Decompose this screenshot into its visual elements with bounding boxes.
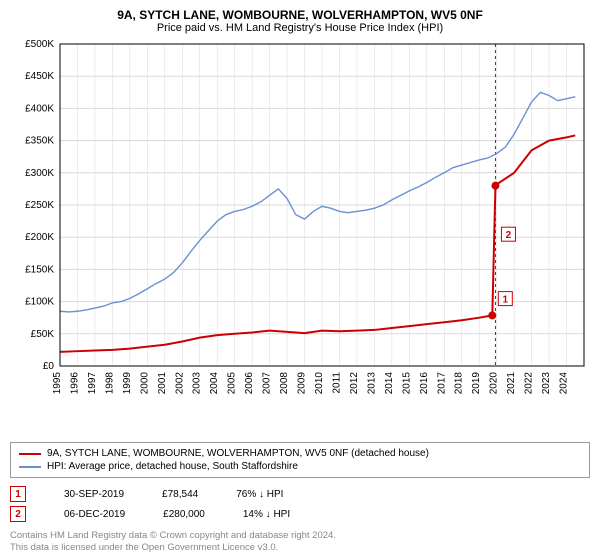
svg-text:2001: 2001 — [157, 372, 168, 395]
arrow-down-icon: ↓ — [266, 509, 271, 520]
legend: 9A, SYTCH LANE, WOMBOURNE, WOLVERHAMPTON… — [10, 442, 590, 478]
svg-text:£100K: £100K — [25, 297, 54, 308]
svg-text:2: 2 — [506, 230, 512, 241]
svg-text:1997: 1997 — [87, 372, 98, 395]
marker-price: £280,000 — [163, 509, 205, 520]
svg-text:2022: 2022 — [524, 372, 535, 395]
marker-pct: 76% ↓ HPI — [236, 489, 283, 500]
svg-text:2003: 2003 — [192, 372, 203, 395]
marker-pct: 14% ↓ HPI — [243, 509, 290, 520]
svg-text:2009: 2009 — [297, 372, 308, 395]
marker-date: 06-DEC-2019 — [64, 509, 125, 520]
svg-text:2010: 2010 — [314, 372, 325, 395]
svg-text:2019: 2019 — [471, 372, 482, 395]
legend-label: HPI: Average price, detached house, Sout… — [47, 461, 298, 472]
svg-text:2023: 2023 — [541, 372, 552, 395]
svg-text:£500K: £500K — [25, 40, 54, 50]
marker-price: £78,544 — [162, 489, 198, 500]
svg-text:2008: 2008 — [279, 372, 290, 395]
svg-text:2005: 2005 — [227, 372, 238, 395]
svg-text:1996: 1996 — [69, 372, 80, 395]
footer-attribution: Contains HM Land Registry data © Crown c… — [10, 530, 590, 554]
svg-text:2015: 2015 — [401, 372, 412, 395]
marker-row: 2 06-DEC-2019 £280,000 14% ↓ HPI — [10, 504, 590, 524]
svg-text:2014: 2014 — [384, 372, 395, 395]
svg-text:2002: 2002 — [174, 372, 185, 395]
svg-text:2020: 2020 — [489, 372, 500, 395]
marker-dot-1 — [488, 311, 496, 319]
line-chart: £0 £50K £100K £150K £200K £250K £300K £350K £400… — [8, 40, 592, 410]
svg-text:£450K: £450K — [25, 71, 54, 82]
legend-swatch — [19, 453, 41, 455]
svg-text:£400K: £400K — [25, 103, 54, 114]
marker-badge: 2 — [10, 506, 26, 522]
svg-text:£50K: £50K — [31, 329, 55, 340]
legend-swatch — [19, 466, 41, 468]
svg-text:1999: 1999 — [122, 372, 133, 395]
svg-text:2011: 2011 — [331, 372, 342, 394]
legend-label: 9A, SYTCH LANE, WOMBOURNE, WOLVERHAMPTON… — [47, 448, 429, 459]
footer-line-1: Contains HM Land Registry data © Crown c… — [10, 530, 590, 542]
svg-text:2024: 2024 — [559, 372, 570, 395]
marker-row: 1 30-SEP-2019 £78,544 76% ↓ HPI — [10, 484, 590, 504]
marker-table: 1 30-SEP-2019 £78,544 76% ↓ HPI 2 06-DEC-2019… — [10, 484, 590, 524]
svg-text:2017: 2017 — [436, 372, 447, 395]
svg-text:2000: 2000 — [139, 372, 150, 395]
svg-text:£300K: £300K — [25, 168, 54, 179]
marker-badge: 1 — [10, 486, 26, 502]
svg-text:£200K: £200K — [25, 232, 54, 243]
svg-text:2012: 2012 — [349, 372, 360, 395]
svg-text:£150K: £150K — [25, 264, 54, 275]
arrow-down-icon: ↓ — [259, 489, 264, 500]
svg-text:2007: 2007 — [262, 372, 273, 395]
chart-title: 9A, SYTCH LANE, WOMBOURNE, WOLVERHAMPTON… — [8, 8, 592, 22]
svg-text:2016: 2016 — [419, 372, 430, 395]
svg-text:£0: £0 — [43, 361, 55, 372]
svg-text:1998: 1998 — [104, 372, 115, 395]
footer-line-2: This data is licensed under the Open Gov… — [10, 542, 590, 554]
marker-dot-2 — [491, 182, 499, 190]
legend-row: HPI: Average price, detached house, Sout… — [19, 460, 581, 473]
chart-area: £0 £50K £100K £150K £200K £250K £300K £350K £400… — [8, 40, 592, 436]
legend-row: 9A, SYTCH LANE, WOMBOURNE, WOLVERHAMPTON… — [19, 447, 581, 460]
svg-text:£350K: £350K — [25, 136, 54, 147]
svg-text:2021: 2021 — [506, 372, 517, 395]
svg-text:2004: 2004 — [209, 372, 220, 395]
svg-text:2013: 2013 — [366, 372, 377, 395]
svg-text:1: 1 — [503, 295, 509, 306]
chart-subtitle: Price paid vs. HM Land Registry's House … — [8, 22, 592, 34]
svg-text:£250K: £250K — [25, 200, 54, 211]
svg-text:1995: 1995 — [52, 372, 63, 395]
marker-date: 30-SEP-2019 — [64, 489, 124, 500]
svg-text:2006: 2006 — [244, 372, 255, 395]
svg-text:2018: 2018 — [454, 372, 465, 395]
